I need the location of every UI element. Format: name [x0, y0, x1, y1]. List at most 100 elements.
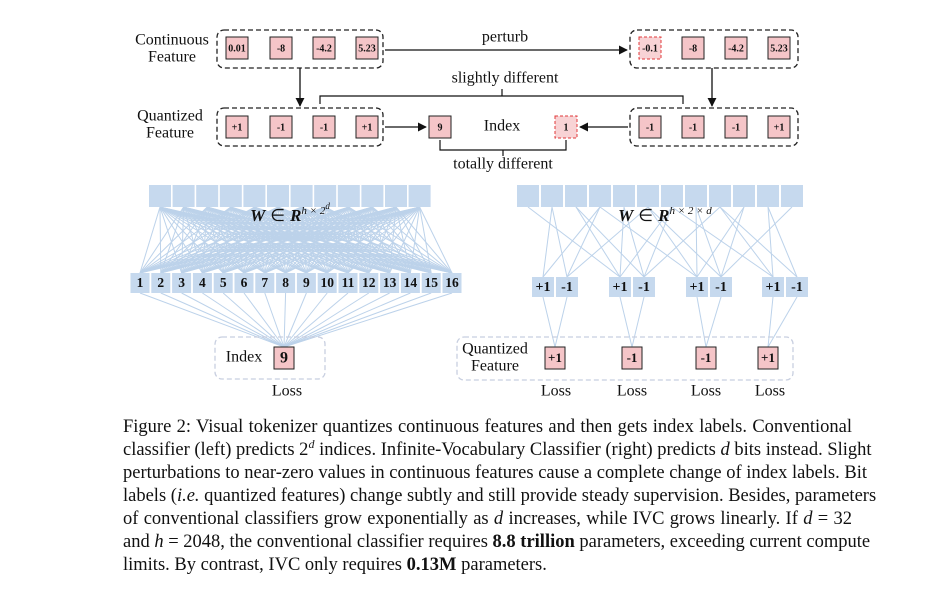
bracket [439, 140, 567, 156]
bracket [319, 89, 684, 104]
label: Feature [471, 358, 519, 375]
index-box [296, 273, 316, 293]
label: +1 [613, 280, 628, 295]
connection [566, 206, 649, 278]
connection [202, 206, 279, 274]
weight-unit [733, 185, 755, 207]
value-box [767, 36, 791, 60]
value-box [638, 36, 662, 60]
label: -1 [561, 280, 573, 295]
weight-unit [361, 185, 384, 207]
math: ∈ [270, 206, 285, 225]
value-box [724, 115, 748, 139]
caption-math: d [308, 436, 315, 451]
connection [542, 206, 553, 278]
label: 4 [199, 275, 206, 290]
connection [301, 206, 349, 274]
weight-formula: W ∈ Rh × 2 × d [618, 205, 712, 225]
connection [230, 206, 245, 274]
value-box [355, 36, 379, 60]
connection [326, 206, 420, 274]
caption-text: labels ( [123, 486, 177, 506]
connection [223, 206, 420, 274]
connection [160, 206, 185, 274]
label: 7 [261, 275, 268, 290]
value-box [638, 115, 662, 139]
label: 5 [220, 275, 227, 290]
weight-unit [290, 185, 313, 207]
index-box [172, 273, 192, 293]
weight-unit [517, 185, 539, 207]
weight-unit [685, 185, 707, 207]
value-box [554, 115, 578, 139]
connection [160, 206, 420, 274]
weight-unit [267, 185, 289, 207]
connection [222, 206, 350, 274]
index-box [359, 273, 379, 293]
label: +1 [774, 122, 785, 133]
weight-unit [757, 185, 779, 207]
caption: Figure 2: Visual tokenizer quantizes con… [123, 416, 876, 577]
caption-math: d [493, 509, 504, 529]
connection [647, 206, 722, 278]
connection [283, 292, 432, 348]
connection [139, 206, 373, 274]
group-frame [214, 336, 326, 380]
bit-box [556, 277, 578, 297]
label: 13 [383, 275, 397, 290]
caption-text: parameters, exceeding current compute [574, 532, 871, 552]
caption-line: classifier (left) predicts 2d indices. I… [123, 436, 872, 462]
math: R [657, 206, 669, 225]
connection [395, 206, 453, 274]
connection [767, 206, 774, 278]
value-box [428, 115, 452, 139]
connection [139, 206, 185, 274]
math: W [250, 206, 267, 225]
group-frame [456, 336, 794, 381]
label: 0.01 [228, 43, 246, 54]
caption-text: quantized features) change subtly and st… [199, 486, 877, 506]
value-box [225, 115, 249, 139]
connection [306, 206, 420, 274]
label: -1 [638, 280, 650, 295]
label: 1 [564, 122, 569, 133]
connection [283, 292, 453, 348]
value-box [269, 36, 293, 60]
math: h × 2 × d [669, 205, 712, 217]
caption-text: increases, while IVC grows linearly. If [503, 509, 804, 529]
connection [389, 206, 421, 274]
connection [139, 206, 161, 274]
connection [139, 206, 326, 274]
connection [719, 206, 774, 278]
weight-unit [219, 185, 242, 207]
connection [623, 206, 645, 278]
bit-box [609, 277, 631, 297]
connection [643, 206, 673, 278]
caption-line: of conventional classifiers grow exponen… [123, 508, 852, 531]
index-box [255, 273, 275, 293]
connection [395, 206, 432, 274]
value-box [724, 36, 748, 60]
bit-box [686, 277, 708, 297]
label: -1 [732, 122, 740, 133]
connection [347, 206, 420, 274]
connection [181, 292, 285, 348]
label: -1 [277, 122, 285, 133]
bit-box [710, 277, 732, 297]
bit-box [786, 277, 808, 297]
connection [551, 206, 568, 278]
connection [647, 206, 698, 278]
value-box [312, 115, 336, 139]
caption-line: limits. By contrast, IVC only requires 0… [123, 554, 852, 577]
label: slightly different [452, 70, 559, 87]
connection [139, 206, 208, 274]
math: ∈ [638, 206, 653, 225]
index-box [421, 273, 441, 293]
label: Feature [146, 125, 194, 142]
bit-box [762, 277, 784, 297]
weight-unit [781, 185, 803, 207]
connection [767, 296, 798, 348]
value-box [225, 36, 249, 60]
label: +1 [536, 280, 551, 295]
connection [301, 206, 453, 274]
